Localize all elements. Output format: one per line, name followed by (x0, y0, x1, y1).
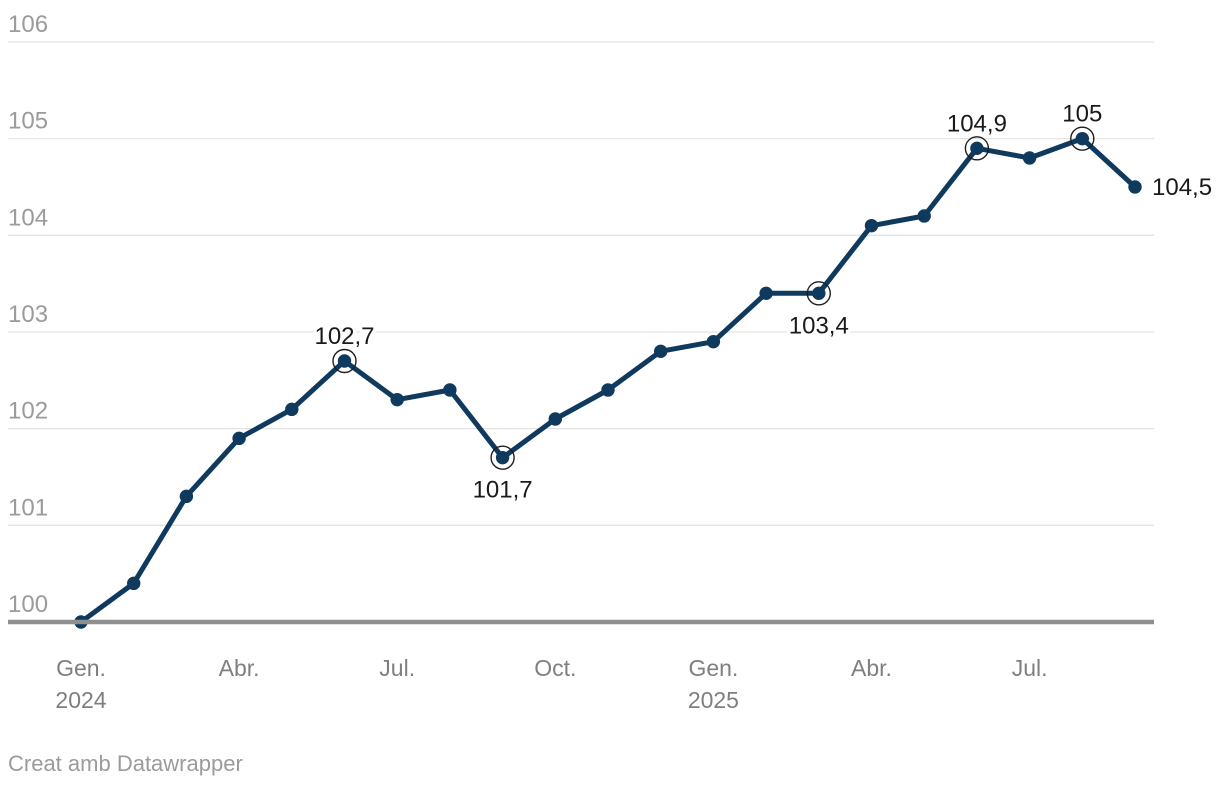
x-tick-label: Abr. (219, 655, 260, 681)
x-tick-label: Jul. (379, 655, 415, 681)
point-value-label: 105 (1062, 101, 1102, 128)
data-point[interactable] (654, 344, 668, 359)
point-value-label: 102,7 (314, 323, 374, 350)
y-tick-label: 100 (8, 591, 48, 618)
data-point[interactable] (601, 383, 615, 397)
chart-canvas: 100 101 102 103 104 105 106 Gen. 2024 Abr. Jul. Oct… (8, 10, 1213, 713)
x-tick-label: Oct. (534, 655, 576, 681)
point-value-label: 104,9 (947, 110, 1007, 137)
y-tick-label: 101 (8, 494, 48, 521)
point-value-label: 103,4 (789, 312, 849, 339)
data-point[interactable] (759, 286, 773, 301)
data-point[interactable] (970, 141, 984, 156)
x-tick-year-label: 2025 (688, 687, 739, 713)
data-point[interactable] (127, 576, 141, 591)
y-tick-label: 105 (8, 108, 48, 135)
x-tick-label: Jul. (1012, 655, 1048, 681)
x-tick-label: Abr. (851, 655, 892, 681)
x-tick-year-label: 2024 (55, 687, 106, 713)
highlight-ring (806, 281, 831, 306)
x-tick-label: Gen. (688, 655, 738, 681)
data-point[interactable] (864, 218, 879, 233)
y-tick-label: 103 (8, 301, 48, 328)
data-point[interactable] (812, 286, 826, 301)
point-value-label: 101,7 (473, 477, 533, 504)
data-point[interactable] (917, 209, 931, 223)
highlight-ring (490, 445, 515, 470)
data-point[interactable] (1128, 180, 1142, 194)
data-point[interactable] (232, 431, 246, 446)
data-point[interactable] (548, 412, 562, 426)
highlight-ring (1070, 126, 1095, 151)
datawrapper-attribution-link[interactable]: Creat amb Datawrapper (8, 751, 243, 776)
data-point[interactable] (390, 392, 404, 407)
x-tick-label: Gen. (56, 655, 106, 681)
data-point[interactable] (1075, 131, 1090, 146)
data-series-line (78, 136, 1138, 625)
y-tick-label: 102 (8, 398, 48, 425)
data-point[interactable] (179, 489, 194, 504)
highlight-ring (964, 136, 990, 161)
data-point[interactable] (285, 402, 299, 417)
data-point[interactable] (337, 354, 352, 368)
data-point[interactable] (1022, 151, 1037, 165)
y-tick-label: 104 (8, 204, 48, 231)
data-point[interactable] (706, 334, 721, 349)
y-tick-label: 106 (8, 11, 48, 38)
highlight-ring (332, 348, 357, 374)
data-point[interactable] (495, 450, 510, 465)
point-value-label: 104,5 (1152, 174, 1212, 201)
data-point[interactable] (443, 383, 457, 397)
